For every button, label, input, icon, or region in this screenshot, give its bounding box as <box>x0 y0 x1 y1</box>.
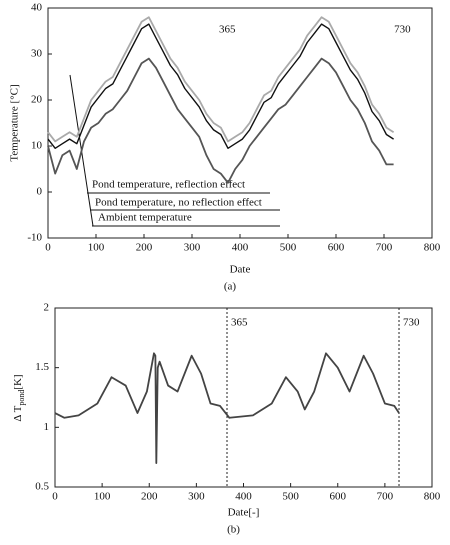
x-tick-label: 0 <box>52 491 58 503</box>
x-tick-label: 100 <box>94 491 111 503</box>
x-tick-label: 500 <box>282 491 299 503</box>
x-tick-label: 500 <box>280 242 297 254</box>
y-tick-label: 30 <box>31 48 43 60</box>
y-axis-title-unit: [K] <box>12 374 24 389</box>
y-tick-label: 10 <box>31 140 43 152</box>
y-axis-title-main: Δ T <box>12 405 24 421</box>
caption: (b) <box>227 524 240 536</box>
series-line <box>54 352 400 465</box>
y-tick-label: 1.5 <box>35 361 49 373</box>
x-tick-label: 800 <box>424 242 441 254</box>
y-axis-title: Temperature [°C] <box>9 84 21 161</box>
y-tick-label: 0.5 <box>35 481 49 493</box>
series-line <box>47 16 395 143</box>
x-tick-label: 200 <box>136 242 153 254</box>
x-tick-label: 400 <box>235 491 252 503</box>
x-tick-label: 200 <box>141 491 158 503</box>
x-tick-label: 300 <box>188 491 205 503</box>
x-tick-label: 700 <box>377 491 394 503</box>
y-tick-label: 20 <box>31 94 43 106</box>
y-tick-label: 40 <box>31 2 43 14</box>
x-tick-label: 300 <box>184 242 201 254</box>
y-axis-title: Δ Tpond[K] <box>12 374 26 421</box>
y-axis-title-sub: pond <box>17 390 26 406</box>
x-tick-label: 0 <box>45 242 51 254</box>
panel: 0 100 200 300 400 500 600 700 800 0.5 1 1.5 2 365 730 D… <box>12 302 441 536</box>
series-line <box>47 57 394 184</box>
x-tick-label: 700 <box>376 242 393 254</box>
series-line <box>47 23 394 149</box>
caption: (a) <box>224 281 237 293</box>
plot-frame <box>54 307 433 488</box>
y-tick-label: -10 <box>27 232 42 244</box>
x-tick-label: 600 <box>330 491 347 503</box>
x-tick-label: 600 <box>328 242 345 254</box>
marker-label: 730 <box>394 24 411 36</box>
x-tick-label: 100 <box>88 242 105 254</box>
legend-label: Ambient temperature <box>98 212 192 224</box>
panel: 0 100 200 300 400 500 600 700 800-10010203040365… <box>9 2 441 293</box>
y-tick-label: 1 <box>44 421 50 433</box>
legend-label: Pond temperature, no reflection effect <box>95 197 262 209</box>
x-tick-label: 800 <box>424 491 441 503</box>
reference-label: 365 <box>231 317 248 329</box>
legend-label: Pond temperature, reflection effect <box>92 179 245 191</box>
x-axis-title: Date[-] <box>228 507 260 519</box>
y-tick-label: 2 <box>44 302 50 314</box>
y-tick-label: 0 <box>37 186 43 198</box>
x-tick-label: 400 <box>232 242 249 254</box>
x-axis-title: Date <box>230 264 251 276</box>
reference-label: 730 <box>403 317 420 329</box>
marker-label: 365 <box>219 24 236 36</box>
